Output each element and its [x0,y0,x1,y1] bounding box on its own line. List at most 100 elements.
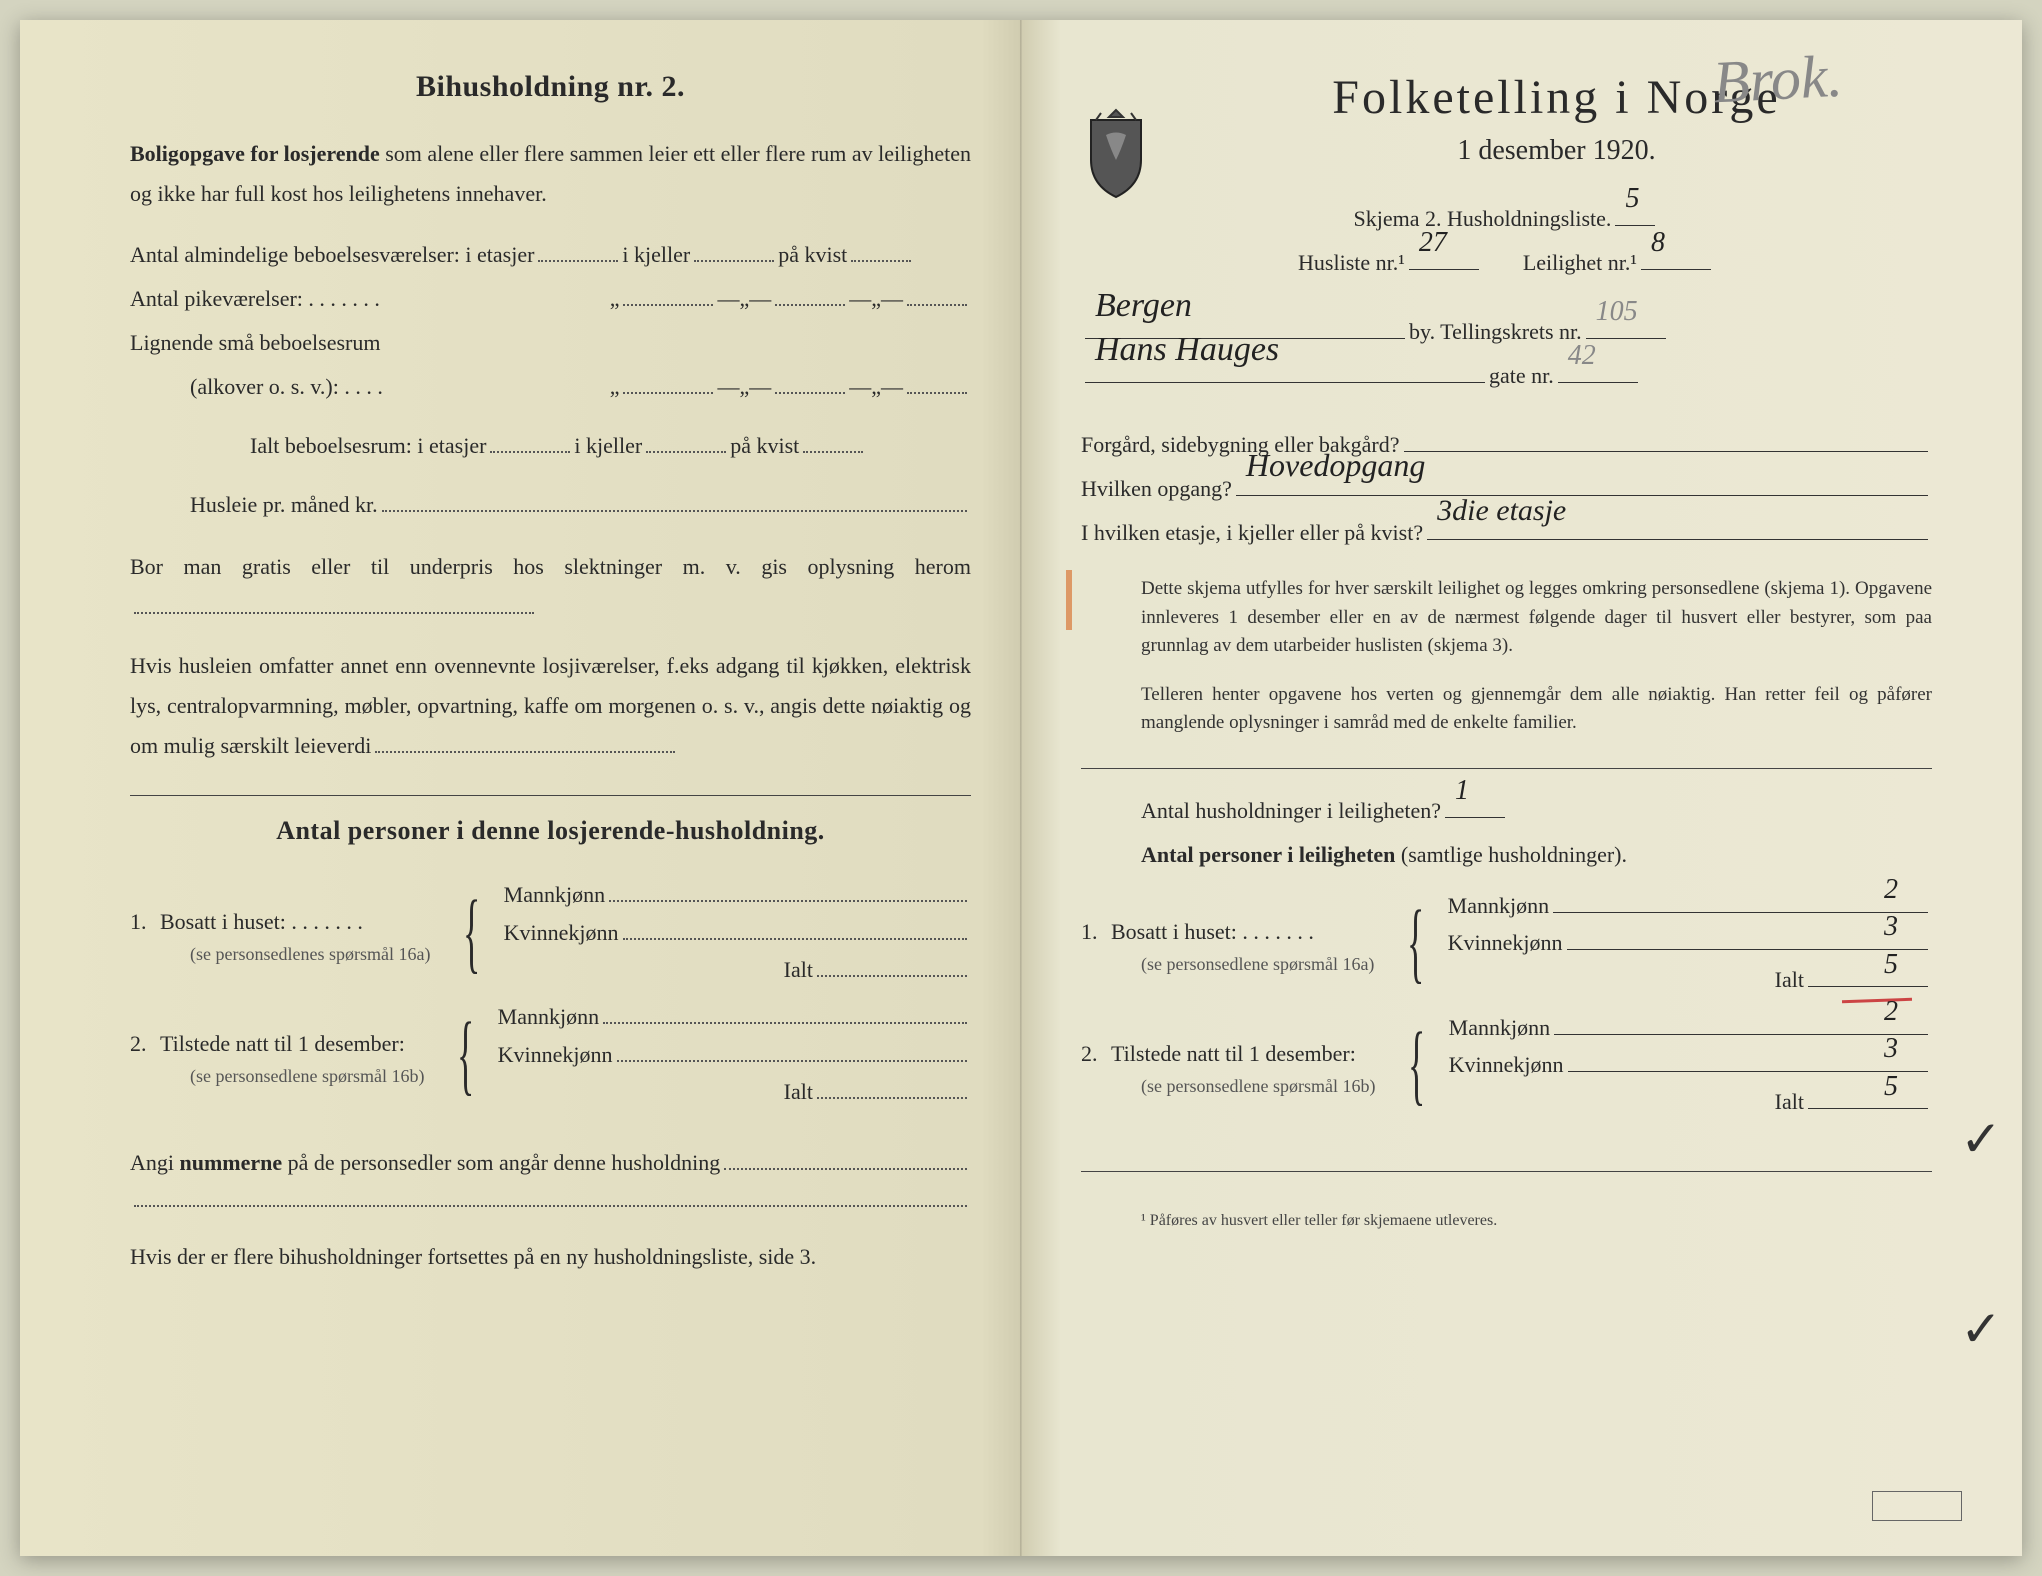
forgard-row: Forgård, sidebygning eller bakgård? [1081,423,1932,467]
blank [617,1040,967,1062]
blank [623,284,713,306]
field: Hans Hauges [1085,361,1485,383]
field: 1 [1445,796,1505,818]
sublabel: (se personsedlene spørsmål 16b) [1081,1076,1375,1097]
checkmark-icon: ✓ [1960,1110,2002,1168]
brace-icon: { [457,1032,474,1077]
intro-bold: Boligopgave for losjerende [130,141,380,166]
value: 5 [1884,941,1898,989]
present-block: 2.Tilstede natt til 1 desember: (se pers… [130,998,971,1110]
field: 8 [1641,248,1711,270]
blank [1404,430,1928,452]
divider [1081,1171,1932,1172]
label-bold: Antal personer i leiligheten [1141,842,1395,867]
field: 3die etasje [1427,518,1928,540]
intro-paragraph: Boligopgave for losjerende som alene ell… [130,134,971,213]
field: 5 [1808,965,1928,987]
label: Kvinnekjønn [1448,924,1563,961]
households-row: Antal husholdninger i leiligheten? 1 [1081,789,1932,833]
handwritten-annotation: Brok. [1711,42,1844,118]
label: Antal husholdninger i leiligheten? [1141,789,1441,833]
alkover-label-2: (alkover o. s. v.): . . . . „ —„— —„— [130,365,971,409]
value: 5 [1625,171,1639,227]
numbers-row: Angi nummerne på de personsedler som ang… [130,1141,971,1185]
field: 42 [1558,361,1638,383]
label: Mannkjønn [1448,887,1549,924]
census-document: Bihusholdning nr. 2. Boligopgave for los… [20,20,2022,1556]
persons-heading-row: Antal personer i leiligheten (samtlige h… [1081,833,1932,877]
label: I hvilken etasje, i kjeller eller på kvi… [1081,511,1423,555]
rent-includes-row: Hvis husleien omfatter annet enn ovennev… [130,646,971,765]
label-bold: nummerne [180,1150,283,1175]
label: Angi [130,1150,180,1175]
census-date: 1 desember 1920. [1181,135,1932,167]
resident-block: 1.Bosatt i huset: . . . . . . . (se pers… [130,876,971,988]
value: Hans Hauges [1095,316,1279,384]
label: Mannkjønn [504,876,605,913]
label: Tilstede natt til 1 desember: [1111,1032,1356,1076]
label: Kvinnekjønn [504,914,619,951]
skjema-row: Skjema 2. Husholdningsliste. 5 [1081,197,1932,241]
field: 5 [1615,204,1655,226]
field: 5 [1808,1087,1928,1109]
field: 3 [1568,1050,1928,1072]
label: Ialt [784,951,813,988]
value: 105 [1596,284,1638,340]
label: by. Tellingskrets nr. [1409,310,1582,354]
label: Leilighet nr.¹ [1523,241,1637,285]
label: på kvist [778,233,847,277]
coat-of-arms-icon [1081,105,1151,200]
label: Mannkjønn [1449,1009,1550,1046]
value: 1 [1455,763,1469,819]
label: Bosatt i huset: . . . . . . . [1111,910,1314,954]
label: i kjeller [574,424,642,468]
blank [538,240,618,262]
street-row: Hans Hauges gate nr. 42 [1081,354,1932,398]
blank [724,1148,967,1170]
divider [130,795,971,796]
label: Husliste nr.¹ [1298,241,1405,285]
more-households-note: Hvis der er flere bihusholdninger fortse… [130,1237,971,1277]
resident-block-r: 1.Bosatt i huset: . . . . . . . (se pers… [1081,887,1932,999]
blank [609,880,967,902]
field: Hovedopgang [1236,474,1928,496]
brace-icon: { [1408,1042,1425,1087]
label: Tilstede natt til 1 desember: [160,1022,405,1066]
field: 3 [1567,928,1928,950]
label: Kvinnekjønn [498,1036,613,1073]
right-page: Brok. Folketelling i Norge 1 desember 19… [1021,20,2022,1556]
blank [694,240,774,262]
label: Lignende små beboelsesrum [130,321,381,365]
divider [1081,768,1932,769]
maid-rooms-row: Antal pikeværelser: . . . . . . . „ —„— … [130,277,971,321]
rent-row: Husleie pr. måned kr. [130,483,971,527]
label: (alkover o. s. v.): . . . . [190,365,383,409]
red-underline-icon [1842,997,1912,1002]
label: på de personsedler som angår denne husho… [282,1150,720,1175]
checkmark-icon: ✓ [1960,1300,2002,1358]
blank [907,372,967,394]
label: Ialt beboelsesrum: i etasjer [250,424,486,468]
label: Bosatt i huset: . . . . . . . [160,900,363,944]
label: Antal pikeværelser: . . . . . . . [130,277,380,321]
label: Hvilken opgang? [1081,467,1232,511]
blank [134,592,534,614]
value: 8 [1651,215,1665,271]
label: Ialt [1775,1083,1804,1120]
orange-mark-icon [1066,570,1072,630]
left-title: Bihusholdning nr. 2. [130,70,971,104]
label: Kvinnekjønn [1449,1046,1564,1083]
rooms-row-1: Antal almindelige beboelsesværelser: i e… [130,233,971,277]
label: i kjeller [622,233,690,277]
footnote: ¹ Påføres av husvert eller teller før sk… [1081,1212,1932,1230]
label: (samtlige husholdninger). [1401,842,1627,867]
field: 27 [1409,248,1479,270]
blank [382,490,967,512]
blank [851,240,911,262]
left-page: Bihusholdning nr. 2. Boligopgave for los… [20,20,1021,1556]
label: på kvist [730,424,799,468]
field: 2 [1554,1013,1928,1035]
label: Ialt [1775,961,1804,998]
field: 105 [1586,317,1666,339]
value: 42 [1568,328,1596,384]
